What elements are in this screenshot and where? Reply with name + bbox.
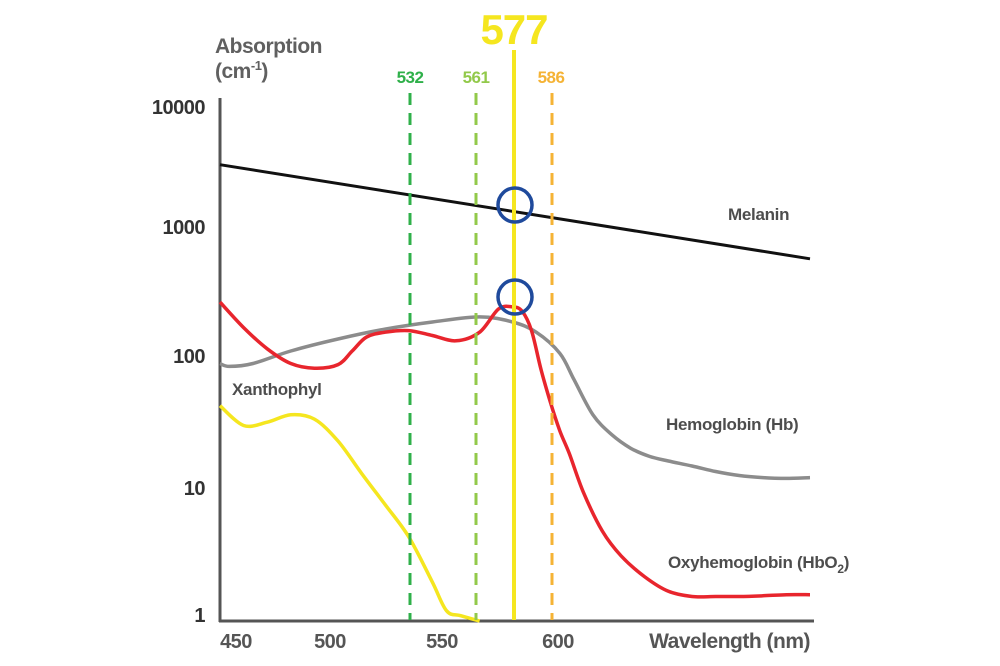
oxyhemoglobin-label-text: Oxyhemoglobin (HbO xyxy=(668,553,837,572)
y-tick-100: 100 xyxy=(173,346,205,368)
melanin-highlight-circle xyxy=(496,186,534,224)
x-axis-title: Wavelength (nm) xyxy=(649,630,810,653)
marker-586-label: 586 xyxy=(538,68,565,87)
series-hemoglobin-line xyxy=(219,315,811,481)
marker-561-label: 561 xyxy=(463,68,490,87)
series-oxyhemoglobin-line xyxy=(218,300,811,599)
oxyhemoglobin-label: Oxyhemoglobin (HbO2) xyxy=(668,553,849,576)
y-axis-unit: (cm-1) xyxy=(215,58,268,83)
xanthophyl-label: Xanthophyl xyxy=(232,380,322,399)
y-axis-title: Absorption xyxy=(215,35,322,58)
marker-577-label: 577 xyxy=(480,6,547,53)
y-tick-1000: 1000 xyxy=(163,217,206,239)
melanin-label: Melanin xyxy=(728,205,789,224)
y-axis-unit-close: ) xyxy=(261,60,268,83)
x-tick-550: 550 xyxy=(426,631,458,653)
oxyhemoglobin-label-sub: 2 xyxy=(837,562,844,576)
y-tick-10: 10 xyxy=(184,478,206,500)
y-tick-10000: 10000 xyxy=(152,97,205,119)
hemoglobin-label: Hemoglobin (Hb) xyxy=(666,415,798,434)
oxyhemoglobin-label-close: ) xyxy=(844,553,849,572)
y-axis-unit-text: (cm xyxy=(215,60,251,83)
y-axis-unit-sup: -1 xyxy=(251,58,262,73)
marker-532-label: 532 xyxy=(397,68,424,87)
x-tick-500: 500 xyxy=(314,631,346,653)
x-tick-450: 450 xyxy=(220,631,252,653)
x-tick-600: 600 xyxy=(542,631,574,653)
series-xanthophyl-line xyxy=(218,404,481,623)
y-tick-1: 1 xyxy=(194,605,205,627)
oxyhemoglobin-highlight-circle xyxy=(496,278,534,316)
